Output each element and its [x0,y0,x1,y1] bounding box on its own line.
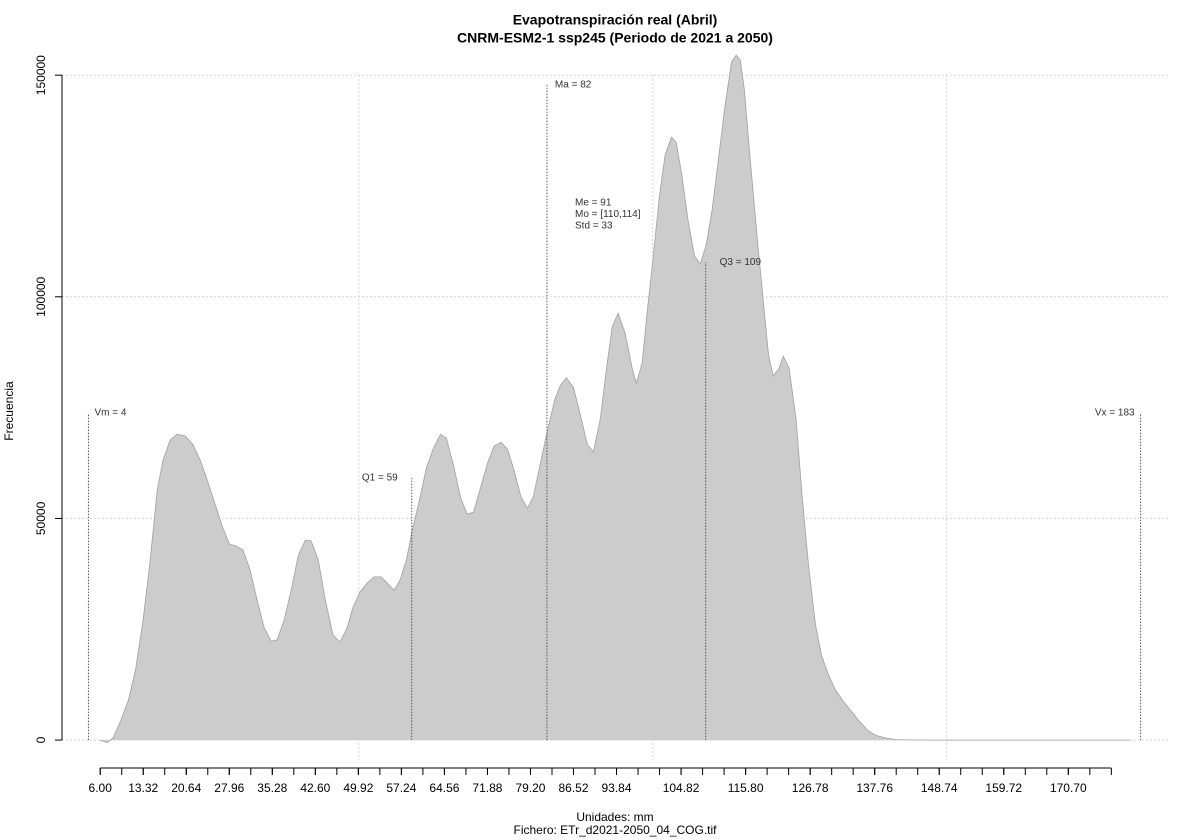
x-tick-label: 148.74 [921,781,958,795]
x-tick-label: 64.56 [429,781,459,795]
x-tick-label: 170.70 [1050,781,1087,795]
marker-label: Ma = 82 [555,80,592,91]
y-axis-label: Frecuencia [2,381,16,441]
stat-label: Std = 33 [575,221,613,232]
marker-label: Q1 = 59 [362,473,398,484]
caption: Fichero: ETr_d2021-2050_04_COG.tif [514,823,718,837]
x-tick-label: 57.24 [386,781,416,795]
chart-subtitle: CNRM-ESM2-1 ssp245 (Periodo de 2021 a 20… [457,30,773,46]
y-tick-label: 100000 [34,276,48,316]
x-tick-label: 13.32 [128,781,158,795]
x-tick-label: 115.80 [728,781,764,795]
marker-label: Q3 = 109 [720,257,762,268]
x-tick-label: 27.96 [214,781,244,795]
x-tick-label: 49.92 [343,781,373,795]
marker-label: Vm = 4 [94,408,126,419]
x-tick-label: 137.76 [856,781,893,795]
x-tick-label: 71.88 [472,781,502,795]
x-tick-label: 20.64 [171,781,201,795]
x-tick-label: 86.52 [558,781,588,795]
y-tick-label: 0 [34,736,48,743]
x-tick-label: 104.82 [663,781,700,795]
y-tick-label: 150000 [34,55,48,95]
x-tick-label: 42.60 [300,781,330,795]
x-tick-label: 79.20 [515,781,545,795]
stat-label: Mo = [110,114] [575,209,641,220]
stat-label: Me = 91 [575,198,612,209]
x-tick-label: 126.78 [792,781,829,795]
x-tick-label: 6.00 [89,781,113,795]
x-tick-label: 159.72 [985,781,1022,795]
x-tick-label: 93.84 [602,781,632,795]
x-tick-label: 35.28 [257,781,287,795]
y-tick-label: 50000 [34,501,48,535]
marker-label: Vx = 183 [1095,408,1135,419]
density-area [100,54,1131,744]
x-axis-label: Unidades: mm [576,810,653,824]
chart-title: Evapotranspiración real (Abril) [513,12,718,28]
